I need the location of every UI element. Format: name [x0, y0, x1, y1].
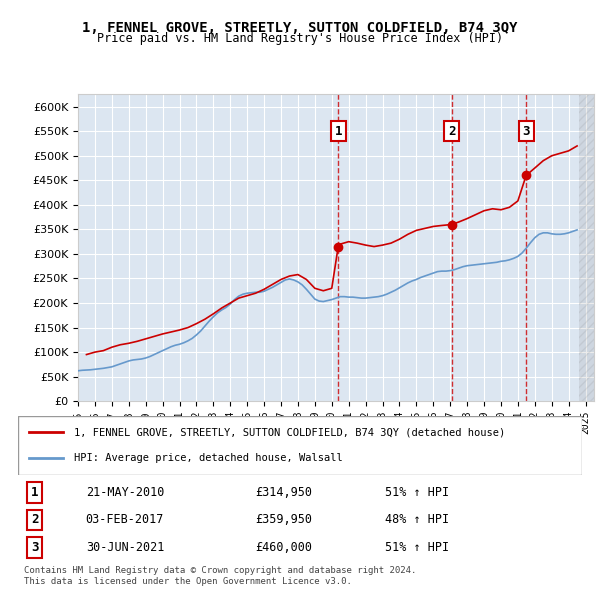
Text: 3: 3: [523, 124, 530, 137]
FancyBboxPatch shape: [18, 416, 582, 475]
Text: £314,950: £314,950: [255, 486, 312, 499]
Text: £359,950: £359,950: [255, 513, 312, 526]
Text: 51% ↑ HPI: 51% ↑ HPI: [385, 541, 449, 554]
Text: 1: 1: [334, 124, 342, 137]
Text: 51% ↑ HPI: 51% ↑ HPI: [385, 486, 449, 499]
Text: Price paid vs. HM Land Registry's House Price Index (HPI): Price paid vs. HM Land Registry's House …: [97, 32, 503, 45]
Text: 1, FENNEL GROVE, STREETLY, SUTTON COLDFIELD, B74 3QY (detached house): 1, FENNEL GROVE, STREETLY, SUTTON COLDFI…: [74, 428, 506, 437]
Text: 1: 1: [31, 486, 38, 499]
Text: 1, FENNEL GROVE, STREETLY, SUTTON COLDFIELD, B74 3QY: 1, FENNEL GROVE, STREETLY, SUTTON COLDFI…: [82, 21, 518, 35]
Text: 2: 2: [448, 124, 455, 137]
Text: 30-JUN-2021: 30-JUN-2021: [86, 541, 164, 554]
Text: 3: 3: [31, 541, 38, 554]
Text: 03-FEB-2017: 03-FEB-2017: [86, 513, 164, 526]
Text: £460,000: £460,000: [255, 541, 312, 554]
Text: HPI: Average price, detached house, Walsall: HPI: Average price, detached house, Wals…: [74, 454, 343, 463]
Text: 21-MAY-2010: 21-MAY-2010: [86, 486, 164, 499]
Text: 48% ↑ HPI: 48% ↑ HPI: [385, 513, 449, 526]
Text: This data is licensed under the Open Government Licence v3.0.: This data is licensed under the Open Gov…: [24, 577, 352, 586]
Text: Contains HM Land Registry data © Crown copyright and database right 2024.: Contains HM Land Registry data © Crown c…: [24, 566, 416, 575]
Text: 2: 2: [31, 513, 38, 526]
Bar: [579, 94, 594, 401]
